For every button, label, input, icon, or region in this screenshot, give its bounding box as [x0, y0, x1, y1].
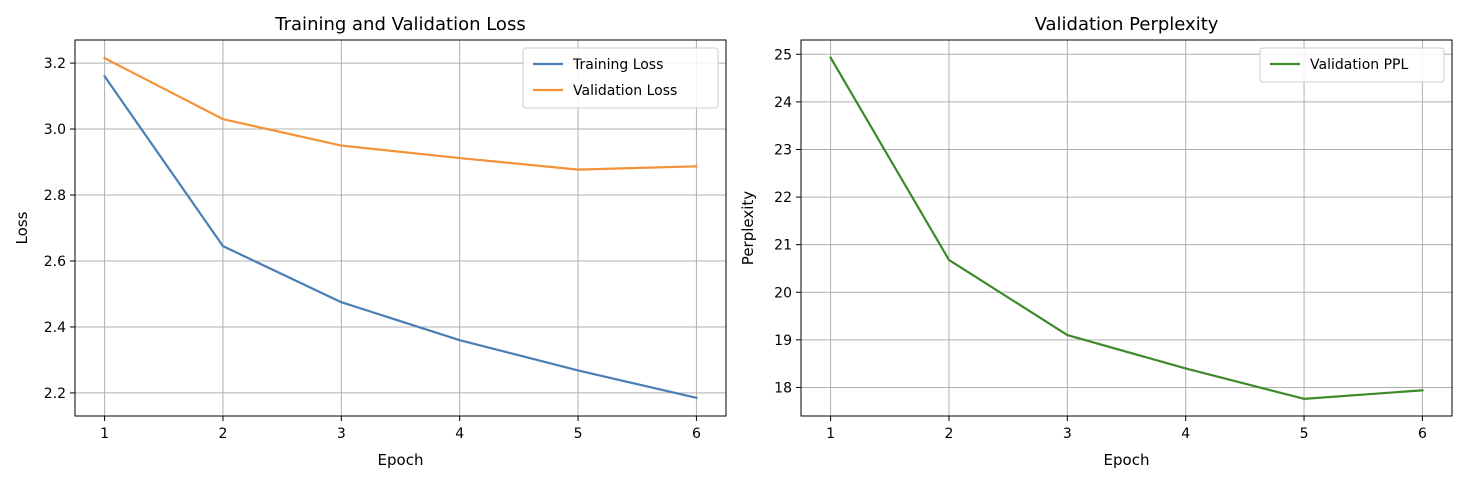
x-tick-label: 4 — [455, 426, 464, 442]
y-tick-label: 21 — [774, 238, 792, 254]
y-tick-label: 2.4 — [44, 320, 66, 336]
y-tick-label: 2.6 — [44, 254, 66, 270]
chart-1: 1 2 3 4 5 6 2.2 2.4 2.6 2.8 3.0 3.2 Training and Val… — [13, 14, 727, 469]
x-tick-label: 5 — [1300, 426, 1309, 442]
legend-label: Validation PPL — [1310, 57, 1408, 73]
legend-box — [522, 47, 719, 109]
plot-frame — [800, 39, 1453, 417]
legend-label: Training Loss — [572, 57, 663, 73]
x-tick-label: 6 — [692, 426, 701, 442]
x-tick-label: 5 — [574, 426, 583, 442]
legend: Validation PPL — [1259, 47, 1445, 83]
chart-title: Validation Perplexity — [1035, 14, 1219, 35]
x-tick-label: 3 — [337, 426, 346, 442]
y-tick-label: 2.8 — [44, 188, 66, 204]
y-tick-label: 3.0 — [44, 122, 66, 138]
y-tick-label: 19 — [774, 333, 792, 349]
series-line-1 — [829, 56, 1424, 400]
chart-title: Training and Validation Loss — [274, 14, 525, 35]
series-line-1 — [103, 74, 698, 400]
x-tick-label: 4 — [1181, 426, 1190, 442]
x-tick-label: 6 — [1418, 426, 1427, 442]
x-tick-label: 2 — [218, 426, 227, 442]
x-tick-label: 1 — [826, 426, 835, 442]
x-tick-label: 3 — [1063, 426, 1072, 442]
y-axis-label: Loss — [13, 211, 31, 244]
y-tick-label: 23 — [774, 142, 792, 158]
y-tick-label: 25 — [774, 47, 792, 63]
legend-box — [1259, 47, 1445, 83]
x-tick-label: 1 — [100, 426, 109, 442]
y-tick-label: 20 — [774, 285, 792, 301]
x-axis-label: Epoch — [378, 451, 424, 469]
series-line-2 — [103, 56, 698, 171]
y-axis-label: Perplexity — [739, 191, 757, 265]
y-tick-label: 18 — [774, 380, 792, 396]
legend-label: Validation Loss — [573, 83, 677, 99]
y-tick-label: 3.2 — [44, 56, 66, 72]
legend: Training Loss Validation Loss — [522, 47, 719, 109]
x-tick-label: 2 — [944, 426, 953, 442]
x-axis-label: Epoch — [1104, 451, 1150, 469]
y-tick-label: 22 — [774, 190, 792, 206]
y-tick-label: 2.2 — [44, 386, 66, 402]
y-tick-label: 24 — [774, 95, 792, 111]
plot-frame — [74, 39, 727, 417]
